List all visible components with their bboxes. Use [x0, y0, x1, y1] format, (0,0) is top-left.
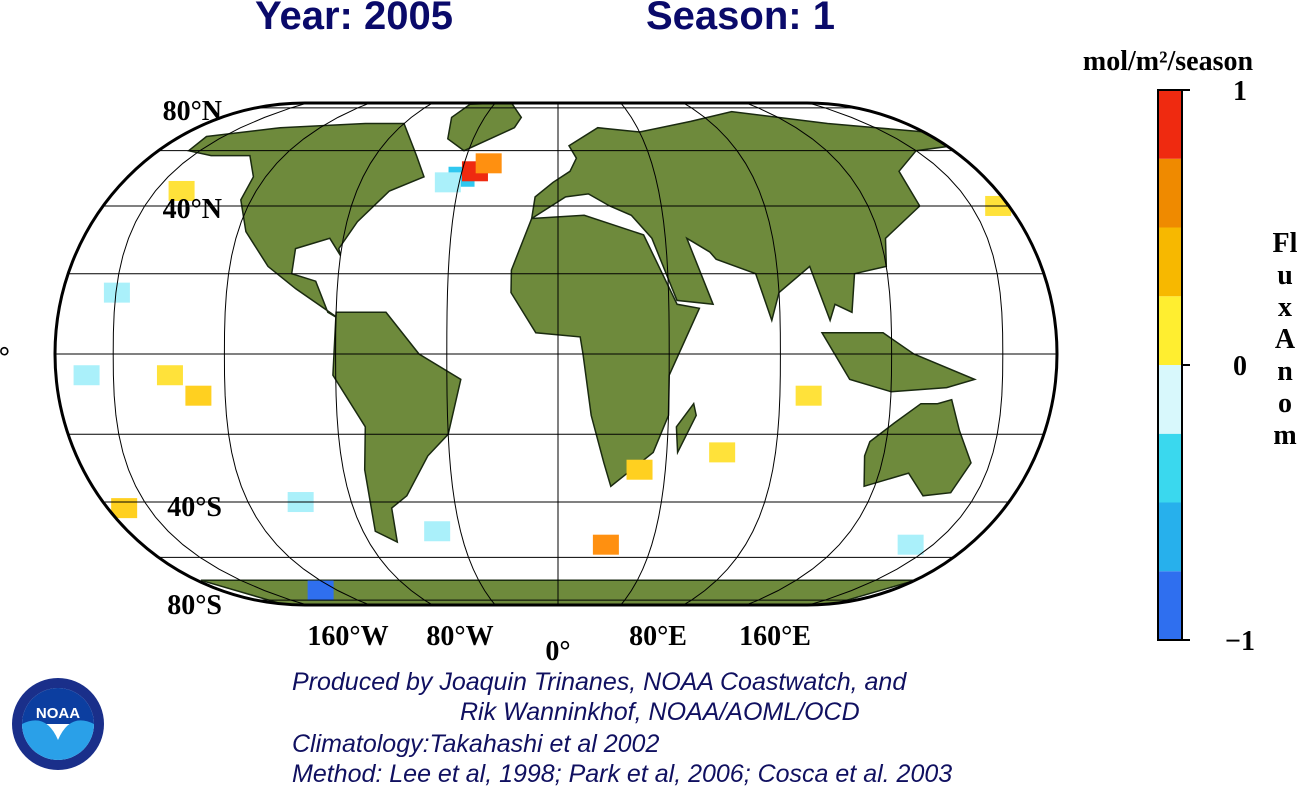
- landmass: [863, 398, 972, 497]
- year-title: Year: 2005: [255, 0, 453, 38]
- flux-cell: [424, 521, 451, 542]
- flux-cell: [185, 385, 212, 406]
- meridian: [609, 103, 670, 605]
- colorbar-unit: mol/m²/season: [1083, 46, 1254, 77]
- flux-cell: [475, 153, 502, 174]
- flux-cell: [626, 459, 653, 480]
- meridian: [335, 103, 456, 605]
- landmass: [446, 103, 523, 152]
- lon-label: 0°: [545, 636, 570, 667]
- colorbar-title: Flux Anom: [1272, 228, 1298, 451]
- lon-label: 160°W: [307, 621, 388, 652]
- colorbar-swatch: [1158, 433, 1182, 503]
- lat-label: 40°S: [167, 492, 222, 523]
- credit-line: Rik Wanninkhof, NOAA/AOML/OCD: [460, 698, 860, 726]
- meridian: [446, 103, 507, 605]
- colorbar-tick-label: 1: [1233, 76, 1247, 107]
- lon-label: 80°E: [629, 621, 687, 652]
- map-border: [53, 101, 1059, 607]
- flux-cell: [73, 365, 100, 386]
- colorbar-swatch: [1158, 365, 1182, 434]
- season-title: Season: 1: [646, 0, 835, 38]
- lat-label: 40°N: [163, 194, 222, 225]
- lon-label: 160°E: [739, 621, 811, 652]
- meridian: [223, 103, 404, 605]
- meridian: [712, 103, 893, 605]
- graticule: [55, 103, 1057, 605]
- credit-line: Method: Lee et al, 1998; Park et al, 200…: [292, 760, 953, 788]
- colorbar-swatch: [1158, 227, 1182, 297]
- colorbar-swatch: [1158, 571, 1182, 640]
- flux-cell: [709, 442, 736, 463]
- logo-text: NOAA: [36, 705, 80, 722]
- flux-cell: [592, 534, 619, 555]
- lat-label: 0°: [0, 342, 10, 373]
- colorbar-swatch: [1158, 158, 1182, 228]
- flux-cell: [307, 580, 334, 601]
- landmass: [820, 332, 977, 393]
- noaa-logo: NOAA: [12, 678, 104, 770]
- landmass: [675, 401, 697, 456]
- meridian: [660, 103, 781, 605]
- landmass: [530, 110, 956, 323]
- flux-cell: [897, 534, 924, 555]
- meridian: [112, 103, 353, 605]
- colorbar-swatch: [1158, 502, 1182, 572]
- credit-line: Produced by Joaquin Trinanes, NOAA Coast…: [292, 668, 907, 696]
- flux-cell: [111, 498, 138, 519]
- flux-cell: [795, 385, 822, 406]
- colorbar-tick-label: −1: [1225, 626, 1255, 657]
- credit-line: Climatology:Takahashi et al 2002: [292, 730, 660, 758]
- flux-cell: [156, 365, 183, 386]
- colorbar-swatch: [1158, 90, 1182, 159]
- flux-cell: [103, 282, 130, 303]
- lat-label: 80°N: [163, 96, 222, 127]
- flux-cell: [168, 180, 195, 201]
- flux-cell: [434, 172, 461, 193]
- land-layer: [73, 103, 1012, 605]
- colorbar-swatch: [1158, 296, 1182, 365]
- lon-label: 80°W: [426, 621, 493, 652]
- colorbar-tick-label: 0: [1233, 351, 1247, 382]
- meridian: [763, 103, 1004, 605]
- lat-label: 80°S: [167, 590, 222, 621]
